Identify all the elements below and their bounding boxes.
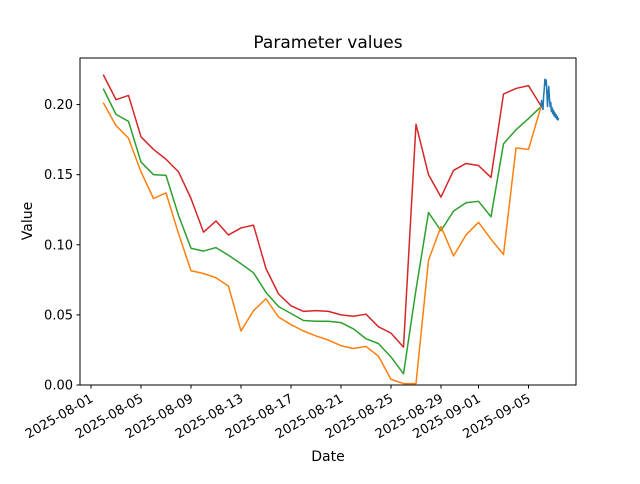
y-tick-label: 0.15 (44, 168, 73, 183)
y-tick-label: 0.00 (44, 379, 73, 394)
y-tick-label: 0.05 (44, 308, 73, 323)
y-tick-label: 0.20 (44, 98, 73, 113)
green-daily-series-line (102, 88, 542, 375)
axis-ticks (76, 104, 529, 389)
red-daily-series-line (102, 74, 542, 348)
x-axis-label: Date (311, 449, 344, 465)
y-axis-label: Value (20, 202, 36, 240)
axes-spine-box (79, 57, 577, 386)
y-tick-label: 0.10 (44, 238, 73, 253)
orange-daily-series-line (102, 102, 542, 385)
blue-highfreq-series-line (540, 78, 560, 121)
chart-title: Parameter values (253, 33, 402, 53)
plot-series (102, 74, 560, 385)
